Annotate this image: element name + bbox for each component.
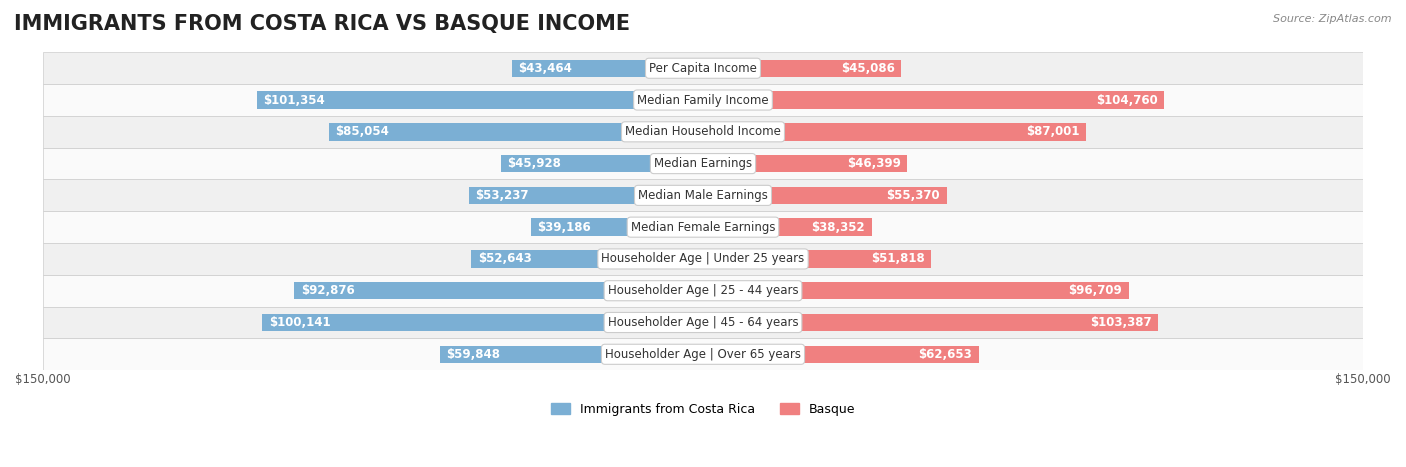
Text: $51,818: $51,818	[870, 253, 925, 265]
Bar	[703, 155, 907, 172]
Bar	[42, 179, 1364, 211]
Text: Householder Age | 45 - 64 years: Householder Age | 45 - 64 years	[607, 316, 799, 329]
Text: $62,653: $62,653	[918, 348, 972, 361]
Bar	[468, 187, 703, 204]
Text: Median Earnings: Median Earnings	[654, 157, 752, 170]
Bar	[294, 282, 703, 299]
Bar	[530, 219, 703, 236]
Bar	[329, 123, 703, 141]
Text: $55,370: $55,370	[886, 189, 941, 202]
Text: $100,141: $100,141	[269, 316, 330, 329]
Bar	[42, 148, 1364, 179]
Text: $85,054: $85,054	[335, 125, 389, 138]
Bar	[471, 250, 703, 268]
Bar	[703, 123, 1085, 141]
Text: $103,387: $103,387	[1090, 316, 1152, 329]
Text: Householder Age | 25 - 44 years: Householder Age | 25 - 44 years	[607, 284, 799, 297]
Text: $53,237: $53,237	[475, 189, 529, 202]
Text: $87,001: $87,001	[1026, 125, 1080, 138]
Bar	[42, 243, 1364, 275]
Text: $45,086: $45,086	[841, 62, 894, 75]
Bar	[42, 339, 1364, 370]
Text: $52,643: $52,643	[478, 253, 531, 265]
Bar	[42, 211, 1364, 243]
Bar	[703, 187, 946, 204]
Bar	[703, 91, 1164, 109]
Text: $96,709: $96,709	[1069, 284, 1122, 297]
Bar	[703, 250, 931, 268]
Bar	[42, 84, 1364, 116]
Text: Median Family Income: Median Family Income	[637, 93, 769, 106]
Text: $101,354: $101,354	[263, 93, 325, 106]
Text: Householder Age | Under 25 years: Householder Age | Under 25 years	[602, 253, 804, 265]
Text: $43,464: $43,464	[519, 62, 572, 75]
Bar	[42, 52, 1364, 84]
Text: Median Household Income: Median Household Income	[626, 125, 780, 138]
Bar	[42, 275, 1364, 307]
Text: $39,186: $39,186	[537, 221, 591, 234]
Bar	[703, 282, 1129, 299]
Bar	[703, 314, 1159, 331]
Bar	[440, 346, 703, 363]
Bar	[703, 59, 901, 77]
Text: $38,352: $38,352	[811, 221, 865, 234]
Text: Source: ZipAtlas.com: Source: ZipAtlas.com	[1274, 14, 1392, 24]
Text: Householder Age | Over 65 years: Householder Age | Over 65 years	[605, 348, 801, 361]
Text: IMMIGRANTS FROM COSTA RICA VS BASQUE INCOME: IMMIGRANTS FROM COSTA RICA VS BASQUE INC…	[14, 14, 630, 34]
Bar	[501, 155, 703, 172]
Bar	[263, 314, 703, 331]
Text: $92,876: $92,876	[301, 284, 354, 297]
Text: $59,848: $59,848	[446, 348, 501, 361]
Bar	[703, 346, 979, 363]
Text: $45,928: $45,928	[508, 157, 561, 170]
Text: Per Capita Income: Per Capita Income	[650, 62, 756, 75]
Text: Median Male Earnings: Median Male Earnings	[638, 189, 768, 202]
Text: $104,760: $104,760	[1095, 93, 1157, 106]
Bar	[512, 59, 703, 77]
Bar	[257, 91, 703, 109]
Legend: Immigrants from Costa Rica, Basque: Immigrants from Costa Rica, Basque	[546, 398, 860, 421]
Text: Median Female Earnings: Median Female Earnings	[631, 221, 775, 234]
Bar	[703, 219, 872, 236]
Bar	[42, 307, 1364, 339]
Bar	[42, 116, 1364, 148]
Text: $46,399: $46,399	[846, 157, 901, 170]
